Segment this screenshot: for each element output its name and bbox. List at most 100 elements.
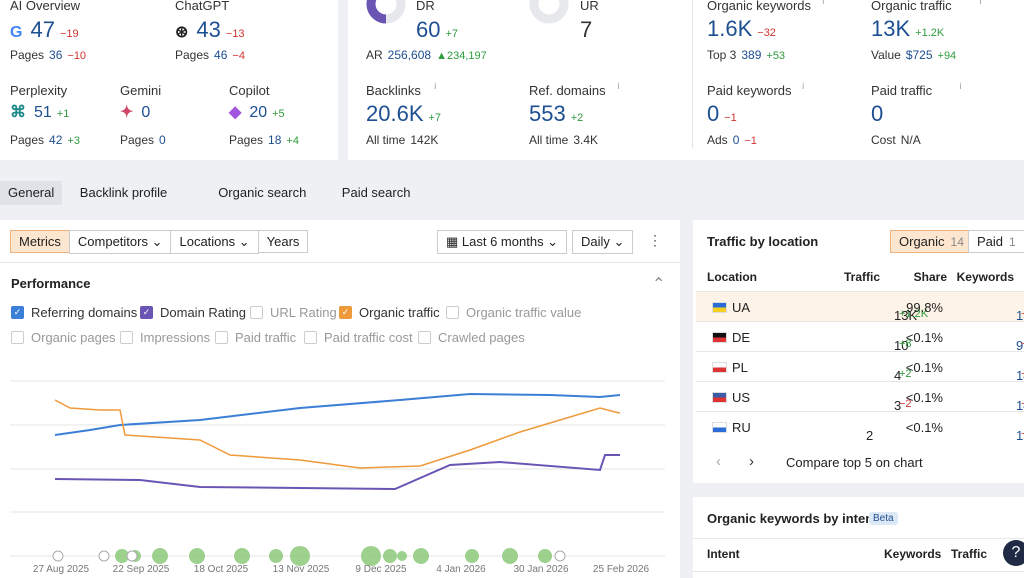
location-title: Traffic by location <box>707 234 819 249</box>
metric-checkbox[interactable]: ✓ Organic traffic <box>339 305 440 320</box>
traffic: 2 <box>866 428 874 443</box>
keywords-delta: −6 <box>1021 428 1024 440</box>
metric-checkbox[interactable]: ✓ Referring domains <box>11 305 137 320</box>
checkbox-label: Impressions <box>140 330 211 345</box>
location-row: RU 2 <0.1% 15−6 <box>696 411 1024 443</box>
sub-label: Top 3 <box>707 48 737 62</box>
location-toggle[interactable]: Organic 14 <box>890 230 973 253</box>
info: i <box>822 0 825 6</box>
ai-delta: +1 <box>56 108 70 120</box>
pages-delta: +4 <box>286 135 299 147</box>
tab[interactable]: Organic search <box>218 185 307 200</box>
checkbox-label: Crawled pages <box>438 330 525 345</box>
ai-pages: Pages 36 −10 <box>10 48 86 62</box>
tab[interactable]: Backlink profile <box>79 185 168 200</box>
ai-icon: ◆ <box>229 104 242 121</box>
sub-value: 0 <box>732 133 740 147</box>
divider <box>0 262 680 263</box>
toolbar-button[interactable]: Locations ⌄ <box>170 230 259 254</box>
toolbar-button[interactable]: Years <box>257 230 309 253</box>
sub-delta: +94 <box>937 50 957 62</box>
metric-label: Organic keywords <box>707 0 812 13</box>
metric-checkbox[interactable]: Organic pages <box>11 330 116 345</box>
metric-checkbox[interactable]: Impressions <box>120 330 210 345</box>
beta-badge: Beta <box>869 512 898 525</box>
ai-icon: ✦ <box>120 104 134 121</box>
metric-value: 0 <box>871 101 884 126</box>
checkbox <box>446 306 459 319</box>
metric-value: 553 <box>529 101 566 126</box>
ai-pages: Pages 0 <box>120 133 166 147</box>
toggle-label: Organic <box>899 234 945 249</box>
metric-value-row: 553 +2 <box>529 101 583 127</box>
country: PL <box>732 360 748 375</box>
checkbox <box>304 331 317 344</box>
x-tick-label: 30 Jan 2026 <box>513 564 569 575</box>
checkbox <box>215 331 228 344</box>
pages-delta: −4 <box>232 50 245 62</box>
pages-delta: −10 <box>67 50 87 62</box>
ur-label: UR <box>580 0 599 13</box>
help[interactable]: ? <box>1003 540 1024 566</box>
flag <box>712 362 727 373</box>
metric-sub: Ads 0 −1 <box>707 133 757 147</box>
checkbox: ✓ <box>339 306 352 319</box>
share: 99.8% <box>906 300 943 315</box>
sub-value: $725 <box>905 48 933 62</box>
ai-value-row: ⊛ 43 −13 <box>175 17 245 43</box>
ai-value: 0 <box>141 104 151 121</box>
metric-delta: +2 <box>570 112 584 124</box>
checkbox <box>250 306 263 319</box>
column-header: Traffic <box>843 270 880 284</box>
metric-checkbox[interactable]: Paid traffic <box>215 330 296 345</box>
interval-select[interactable]: Daily ⌄ <box>572 230 634 254</box>
period-select[interactable]: ▦ Last 6 months ⌄ <box>437 230 568 254</box>
compare[interactable]: Compare top 5 on chart <box>786 455 923 470</box>
toolbar-button[interactable]: Metrics <box>10 230 70 253</box>
ai-value-row: ✦ 0 <box>120 102 150 122</box>
checkbox-label: Referring domains <box>31 305 138 320</box>
menu[interactable]: ⋮ <box>648 232 662 248</box>
checkbox: ✓ <box>140 306 153 319</box>
metric-sub: All time 3.4K <box>529 133 598 147</box>
ai-value: 51 <box>34 104 52 121</box>
toggle-label: Paid <box>977 234 1004 249</box>
toolbar-button[interactable]: Competitors ⌄ <box>68 230 172 254</box>
x-tick-label: 9 Dec 2025 <box>355 564 407 575</box>
info: i <box>802 81 805 91</box>
keywords: 14 <box>1016 368 1024 383</box>
metric-checkbox[interactable]: Crawled pages <box>418 330 525 345</box>
tab[interactable]: Paid search <box>341 185 411 200</box>
traffic-delta: +2 <box>899 368 912 380</box>
ai-value: 43 <box>196 17 221 42</box>
metric-checkbox[interactable]: URL Rating <box>250 305 337 320</box>
metric-delta: −32 <box>757 27 776 39</box>
metric-checkbox[interactable]: Organic traffic value <box>446 305 581 320</box>
share: <0.1% <box>905 420 943 435</box>
pages-value: 18 <box>268 133 282 147</box>
ai-value-row: ◆ 20 +5 <box>229 102 285 122</box>
location-toggle[interactable]: Paid 1 <box>968 230 1024 253</box>
tab[interactable]: General <box>0 181 63 205</box>
keywords: 14 <box>1016 398 1024 413</box>
metric-value-row: 13K +1.2K <box>871 16 944 42</box>
next[interactable]: › <box>749 453 754 470</box>
flag <box>712 392 727 403</box>
checkbox-label: Organic pages <box>31 330 116 345</box>
metric-value: 0 <box>707 101 720 126</box>
ai-card <box>0 0 338 160</box>
metric-checkbox[interactable]: Paid traffic cost <box>304 330 413 345</box>
metric-delta: +1.2K <box>915 27 945 39</box>
sub-value: 3.4K <box>573 133 599 147</box>
interval: Daily <box>581 234 610 249</box>
metric-checkbox[interactable]: ✓ Domain Rating <box>140 305 246 320</box>
country: US <box>732 390 751 405</box>
collapse[interactable]: ⌃ <box>652 276 666 293</box>
ai-icon: ⌘ <box>10 104 26 121</box>
prev[interactable]: ‹ <box>716 453 721 470</box>
info: i <box>979 0 982 6</box>
pages-delta: +3 <box>67 135 80 147</box>
ai-delta: −19 <box>59 28 79 40</box>
keywords: 15 <box>1016 428 1024 443</box>
